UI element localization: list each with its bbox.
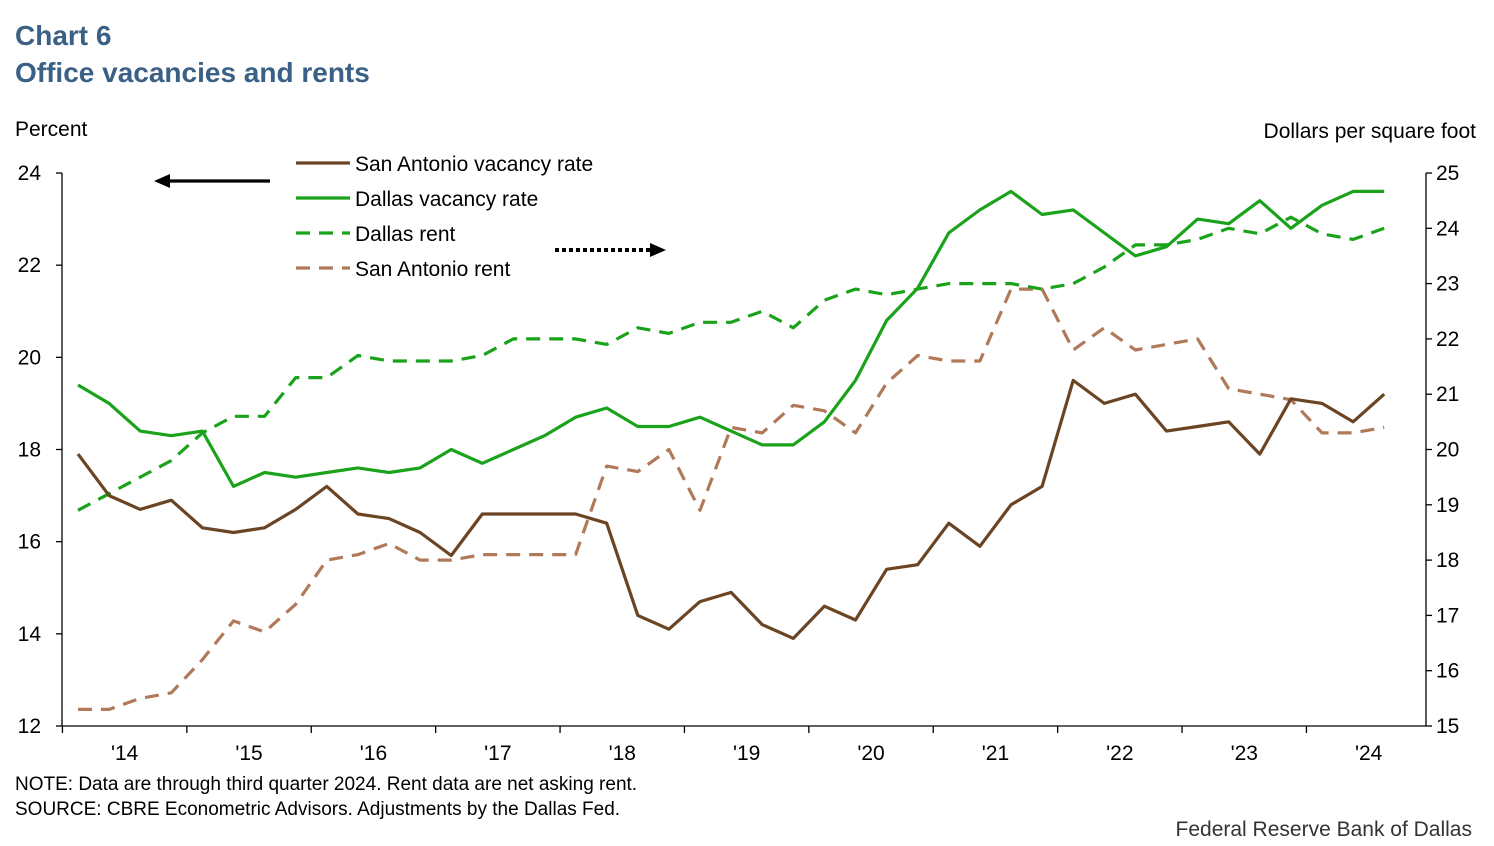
x-tick-label: '14 <box>111 742 139 765</box>
right-tick-label: 25 <box>1436 162 1459 185</box>
legend-label: San Antonio vacancy rate <box>355 153 593 176</box>
left-tick-label: 14 <box>18 623 42 646</box>
series-line-san-antonio-rent <box>78 287 1385 712</box>
series-line-san-antonio-vacancy-rate <box>76 378 1386 641</box>
right-tick-label: 16 <box>1436 660 1459 683</box>
left-tick-label: 24 <box>18 162 42 185</box>
plot-frame <box>61 173 1427 727</box>
right-tick-label: 19 <box>1436 494 1459 517</box>
x-tick-label: '15 <box>235 742 262 765</box>
right-tick-label: 17 <box>1436 604 1459 627</box>
right-axis-arrow-head <box>650 243 666 257</box>
x-tick-label: '18 <box>609 742 636 765</box>
series-line-dallas-rent <box>77 215 1385 512</box>
legend: San Antonio vacancy rate Dallas vacancy r… <box>296 153 593 281</box>
chart-number: Chart 6 <box>15 20 112 51</box>
left-axis-arrow-head <box>154 174 170 188</box>
left-tick-label: 16 <box>18 531 41 554</box>
series-lines <box>76 189 1386 712</box>
left-tick-label: 18 <box>18 439 41 462</box>
chart-note: NOTE: Data are through third quarter 202… <box>15 774 638 795</box>
x-tick-label: '19 <box>733 742 760 765</box>
left-axis-label: Percent <box>15 118 88 141</box>
left-tick-label: 22 <box>18 254 41 277</box>
x-tick-label: '16 <box>360 742 387 765</box>
right-tick-label: 18 <box>1436 549 1459 572</box>
x-tick-label: '23 <box>1231 742 1258 765</box>
axis-ticks: 12 14 16 18 20 22 24 15 16 17 18 19 20 21 22 23 24 25 '14 '… <box>18 162 1460 765</box>
legend-label: Dallas rent <box>355 223 456 246</box>
chart-title: Office vacancies and rents <box>15 57 370 88</box>
series-line-dallas-vacancy-rate <box>77 189 1385 488</box>
right-tick-label: 23 <box>1436 273 1459 296</box>
legend-label: Dallas vacancy rate <box>355 188 538 211</box>
legend-label: San Antonio rent <box>355 258 510 281</box>
right-tick-label: 21 <box>1436 383 1459 406</box>
left-tick-label: 20 <box>18 346 41 369</box>
x-tick-label: '20 <box>857 742 884 765</box>
credit-line: Federal Reserve Bank of Dallas <box>1175 818 1472 841</box>
right-tick-label: 24 <box>1436 217 1460 240</box>
right-tick-label: 22 <box>1436 328 1459 351</box>
right-tick-label: 20 <box>1436 439 1459 462</box>
x-tick-label: '24 <box>1355 742 1383 765</box>
right-axis-label: Dollars per square foot <box>1264 120 1477 143</box>
x-tick-label: '22 <box>1106 742 1133 765</box>
x-tick-label: '21 <box>982 742 1009 765</box>
x-tick-label: '17 <box>484 742 511 765</box>
left-tick-label: 12 <box>18 715 41 738</box>
right-tick-label: 15 <box>1436 715 1459 738</box>
axis-arrows <box>154 174 666 257</box>
chart-source: SOURCE: CBRE Econometric Advisors. Adjus… <box>15 799 621 820</box>
